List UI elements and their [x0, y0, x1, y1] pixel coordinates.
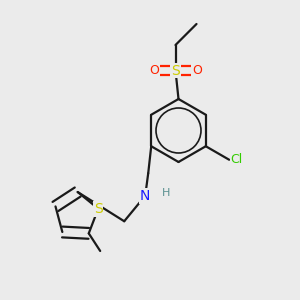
Text: N: N	[140, 189, 150, 203]
Text: Cl: Cl	[230, 153, 243, 166]
Text: O: O	[192, 64, 202, 77]
Text: H: H	[162, 188, 170, 198]
Text: S: S	[94, 202, 103, 216]
Text: S: S	[171, 64, 180, 77]
Text: O: O	[149, 64, 159, 77]
